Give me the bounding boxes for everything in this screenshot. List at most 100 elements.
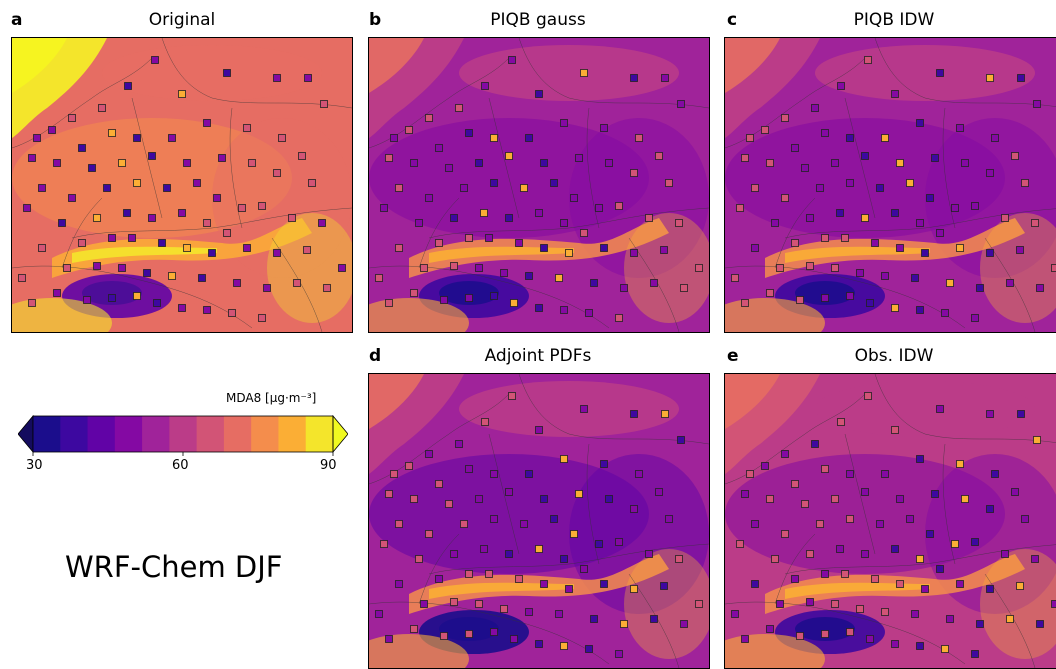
station-marker — [491, 516, 498, 523]
station-marker — [897, 496, 904, 503]
station-marker — [797, 633, 804, 640]
station-marker — [339, 265, 346, 272]
station-marker — [219, 155, 226, 162]
station-marker — [651, 280, 658, 287]
station-marker — [822, 130, 829, 137]
station-marker — [792, 145, 799, 152]
station-marker — [1032, 220, 1039, 227]
station-marker — [631, 506, 638, 513]
station-marker — [491, 180, 498, 187]
panel-d-title: Adjoint PDFs — [368, 348, 708, 365]
station-marker — [446, 165, 453, 172]
station-marker — [752, 521, 759, 528]
station-marker — [421, 265, 428, 272]
station-marker — [406, 463, 413, 470]
station-marker — [601, 245, 608, 252]
station-marker — [274, 170, 281, 177]
station-marker — [526, 471, 533, 478]
station-marker — [601, 461, 608, 468]
station-marker — [466, 235, 473, 242]
station-marker — [782, 531, 789, 538]
station-marker — [917, 120, 924, 127]
station-marker — [742, 155, 749, 162]
station-marker — [426, 531, 433, 538]
station-marker — [952, 541, 959, 548]
station-marker — [947, 616, 954, 623]
station-marker — [561, 120, 568, 127]
station-marker — [84, 297, 91, 304]
station-marker — [591, 280, 598, 287]
station-marker — [631, 170, 638, 177]
colorbar-segment — [60, 416, 88, 452]
station-marker — [892, 305, 899, 312]
station-marker — [847, 180, 854, 187]
station-marker — [482, 83, 489, 90]
station-marker — [411, 626, 418, 633]
station-marker — [516, 240, 523, 247]
station-marker — [289, 215, 296, 222]
station-marker — [865, 393, 872, 400]
station-marker — [526, 135, 533, 142]
station-marker — [897, 245, 904, 252]
station-marker — [426, 451, 433, 458]
station-marker — [661, 247, 668, 254]
station-marker — [782, 115, 789, 122]
station-marker — [234, 280, 241, 287]
station-marker — [646, 215, 653, 222]
station-marker — [907, 516, 914, 523]
station-marker — [882, 471, 889, 478]
station-marker — [987, 75, 994, 82]
station-marker — [169, 135, 176, 142]
station-marker — [516, 576, 523, 583]
station-marker — [541, 245, 548, 252]
station-marker — [259, 315, 266, 322]
station-marker — [792, 481, 799, 488]
station-marker — [631, 250, 638, 257]
station-marker — [847, 135, 854, 142]
station-marker — [972, 539, 979, 546]
station-marker — [411, 290, 418, 297]
panel-e-title: Obs. IDW — [724, 348, 1056, 365]
station-marker — [466, 466, 473, 473]
station-marker — [561, 556, 568, 563]
station-marker — [1002, 215, 1009, 222]
station-marker — [1022, 180, 1029, 187]
station-marker — [1034, 101, 1041, 108]
station-marker — [159, 240, 166, 247]
station-marker — [742, 636, 749, 643]
station-marker — [386, 636, 393, 643]
station-marker — [164, 185, 171, 192]
station-marker — [877, 521, 884, 528]
station-marker — [321, 101, 328, 108]
station-marker — [179, 91, 186, 98]
station-marker — [987, 411, 994, 418]
station-marker — [737, 205, 744, 212]
station-marker — [847, 629, 854, 636]
station-marker — [491, 135, 498, 142]
station-marker — [39, 185, 46, 192]
station-marker — [204, 120, 211, 127]
station-marker — [446, 501, 453, 508]
station-marker — [59, 220, 66, 227]
station-marker — [782, 195, 789, 202]
station-marker — [937, 566, 944, 573]
station-marker — [441, 297, 448, 304]
station-marker — [601, 125, 608, 132]
station-marker — [119, 160, 126, 167]
station-marker — [777, 601, 784, 608]
station-marker — [274, 250, 281, 257]
station-marker — [491, 471, 498, 478]
station-marker — [521, 521, 528, 528]
station-marker — [134, 180, 141, 187]
panel-a-title: Original — [12, 12, 352, 29]
station-marker — [386, 155, 393, 162]
station-marker — [581, 566, 588, 573]
station-marker — [179, 305, 186, 312]
colorbar-label: MDA8 [μg·m⁻³] — [226, 391, 316, 405]
station-marker — [807, 263, 814, 270]
station-marker — [666, 180, 673, 187]
station-marker — [391, 471, 398, 478]
station-marker — [476, 160, 483, 167]
station-marker — [509, 57, 516, 64]
station-marker — [451, 551, 458, 558]
